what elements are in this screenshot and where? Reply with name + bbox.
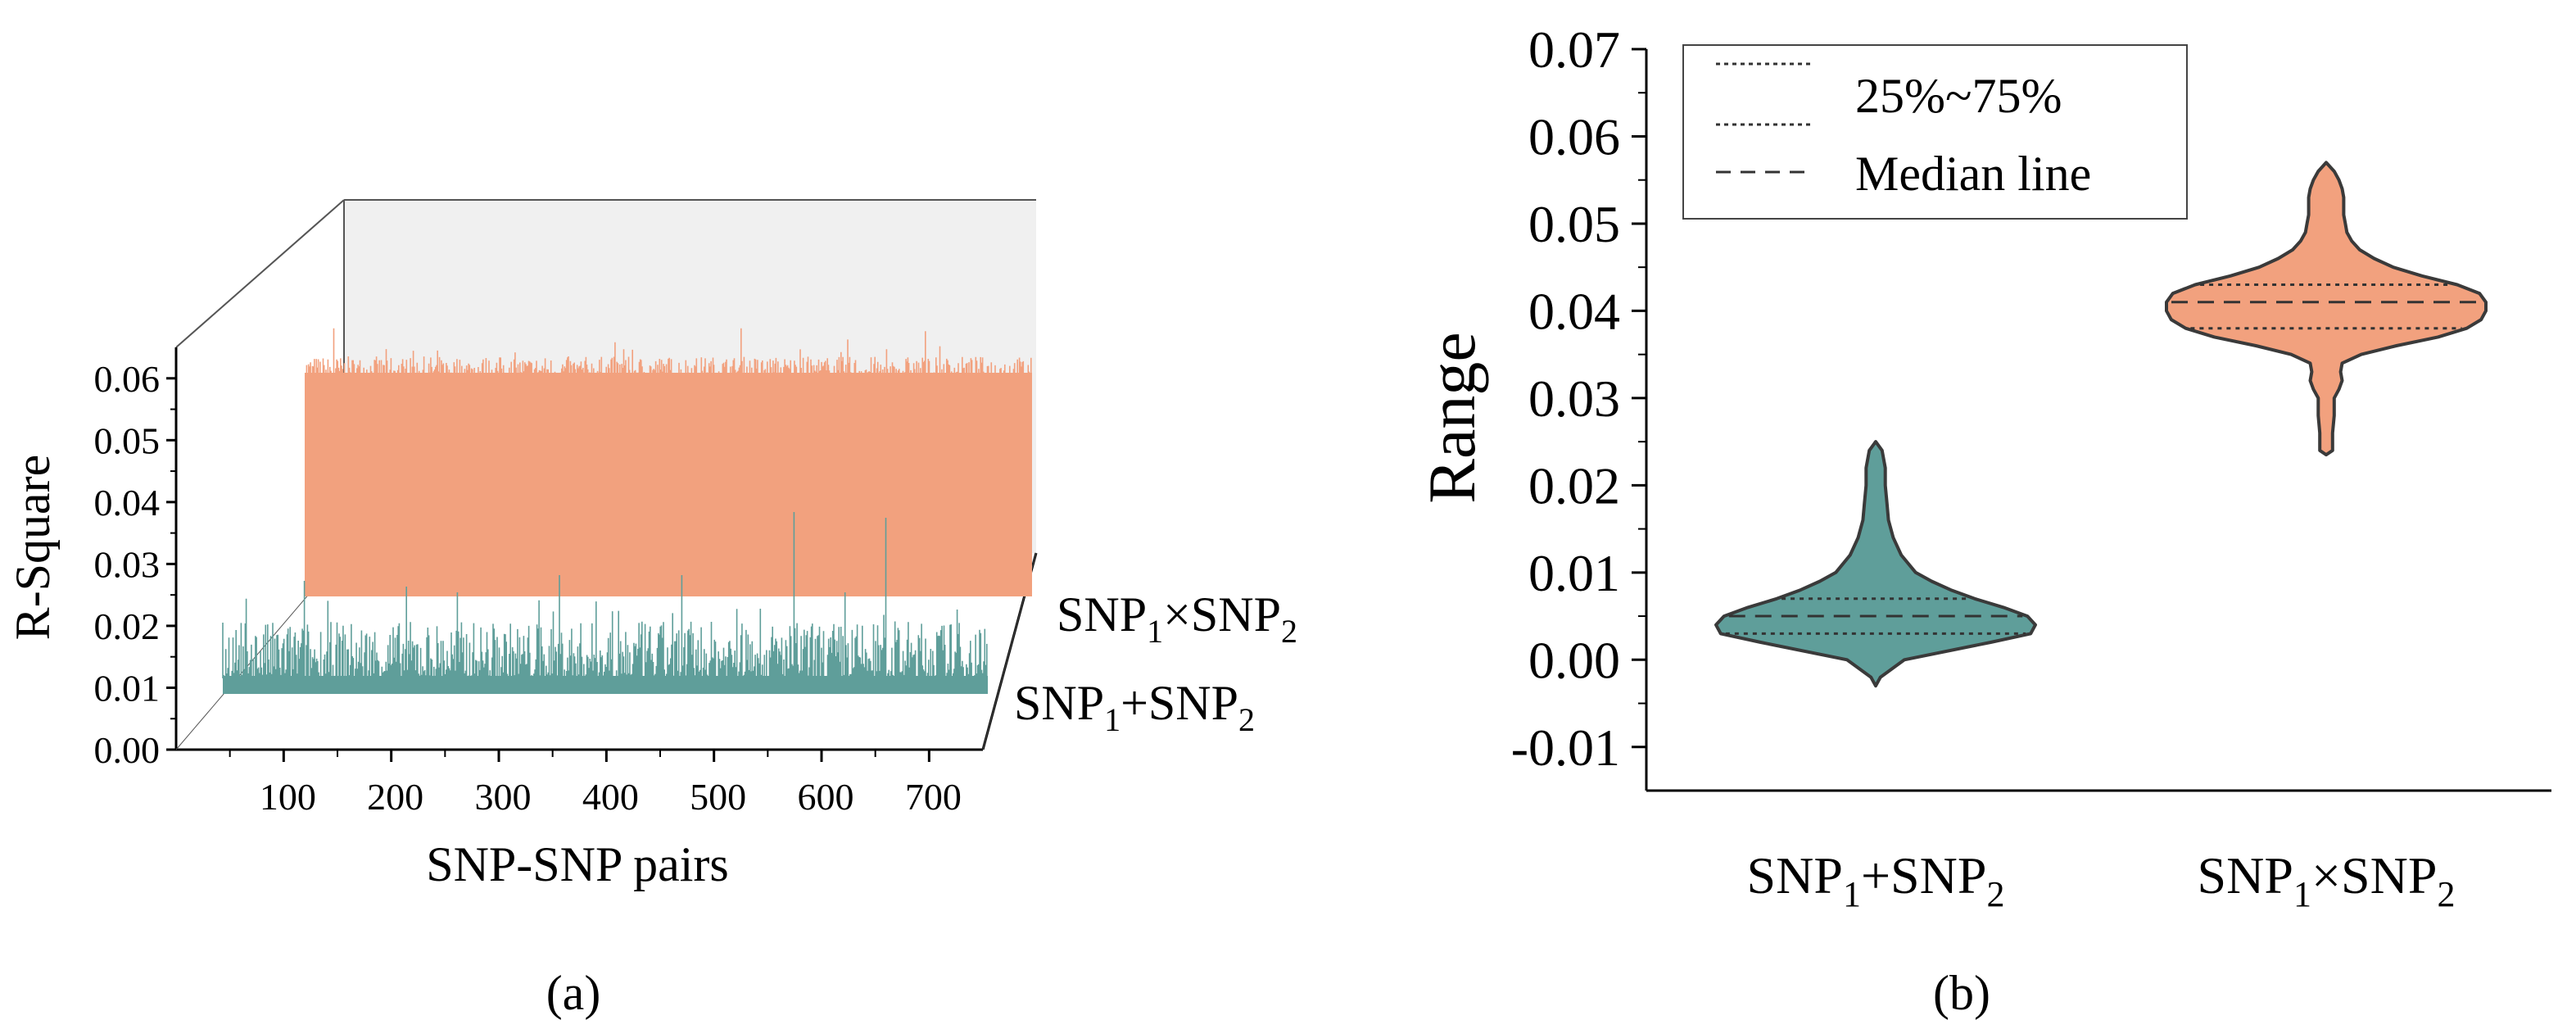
legend-label-median: Median line [1855,147,2091,201]
y-tick-label: 0.04 [94,482,161,524]
b-y-tick-label: 0.02 [1528,456,1620,514]
b-y-tick-label: 0.04 [1528,282,1620,340]
panel-a-caption: (a) [546,966,601,1020]
depth-label-snp1xsnp2: SNP1×SNP2 [1057,587,1297,650]
x-tick-label: 400 [582,776,639,818]
violin-body [1714,440,2037,688]
series-bars [222,512,988,678]
y-tick-label: 0.06 [94,358,161,400]
series-snp1plussnp2-body [223,676,988,694]
legend-label-quartiles: 25%~75% [1855,69,2062,123]
panel-b-violin-chart: -0.01 0.00 0.01 0.02 0.03 0.04 0.05 0.06 0.07 Ra… [1415,20,2551,1020]
legend: 25%~75% Median line [1682,44,2188,220]
panel-a-3d-bar-chart: 0.00 0.01 0.02 0.03 0.04 0.05 0.06 100 200 300 40… [6,199,1297,1020]
series-bars [305,328,1032,379]
x-axis-title: SNP-SNP pairs [426,837,729,891]
x-tick-label: 600 [798,776,854,818]
panel-b-caption: (b) [1933,966,1990,1020]
y-tick-label: 0.05 [94,419,161,461]
category-label-snp1plussnp2: SNP1+SNP2 [1747,846,2005,914]
y-tick-label: 0.02 [94,605,161,647]
x-tick-label: 500 [690,776,746,818]
x-tick-label: 100 [260,776,316,818]
y-tick-label: 0.00 [94,729,161,771]
b-y-tick-label: 0.03 [1528,369,1620,428]
b-y-tick-label: 0.06 [1528,107,1620,165]
category-label-snp1xsnp2: SNP1×SNP2 [2198,846,2456,914]
legend-box [1682,44,2188,220]
x-tick-label: 300 [475,776,532,818]
y-axis-title: R-Square [6,455,60,641]
x-tick-label: 700 [905,776,962,818]
b-y-tick-label: 0.05 [1528,195,1620,253]
y-tick-label: 0.01 [94,667,161,709]
b-y-tick-label: 0.07 [1528,20,1620,79]
series-snp1plussnp2-bars [222,512,988,694]
y-tick-label: 0.03 [94,543,161,585]
x-tick-label: 200 [367,776,423,818]
y-ticks: 0.00 0.01 0.02 0.03 0.04 0.05 0.06 [94,358,176,771]
b-y-axis-title: Range [1415,332,1489,503]
b-y-tick-label: 0.01 [1528,544,1620,602]
side-wall-top-edge [175,199,345,348]
b-y-tick-label: -0.01 [1511,718,1620,777]
depth-label-snp1plussnp2: SNP1+SNP2 [1014,676,1255,738]
violin-body [2165,161,2488,457]
series-snp1xsnp2-bars [305,328,1032,596]
b-y-tick-label: 0.00 [1528,631,1620,689]
series-snp1xsnp2-body [305,373,1032,596]
side-wall [176,200,344,750]
b-y-ticks: -0.01 0.00 0.01 0.02 0.03 0.04 0.05 0.06 0.07 [1511,20,1646,777]
violins [1714,161,2488,688]
x-ticks: 100 200 300 400 500 600 700 [229,750,962,818]
floor-plane [176,553,1036,750]
